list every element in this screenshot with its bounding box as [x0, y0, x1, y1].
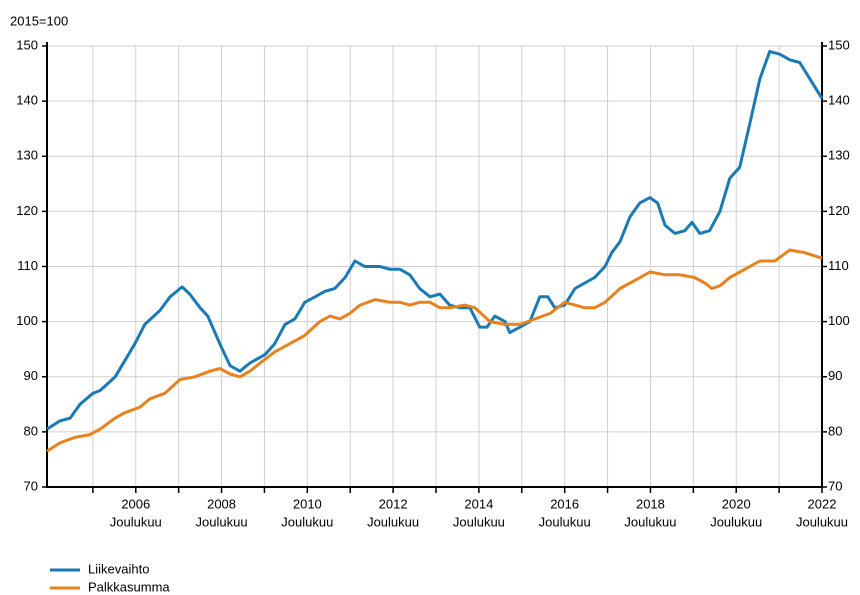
y-tick-label: 100 [16, 313, 38, 328]
y-tick-label-right: 70 [828, 478, 842, 493]
y-tick-label-right: 90 [828, 368, 842, 383]
y-tick-label: 80 [24, 423, 38, 438]
line [46, 248, 823, 453]
x-tick-sublabel: Joulukuu [453, 514, 505, 529]
y-axis-unit: 2015=100 [10, 13, 68, 28]
x-tick-sublabel: Joulukuu [539, 514, 591, 529]
legend-label: Palkkasumma [88, 579, 170, 594]
x-tick-label: 2020 [722, 496, 751, 511]
y-tick-label: 70 [24, 478, 38, 493]
y-tick-label-right: 120 [828, 203, 850, 218]
x-tick-label: 2006 [121, 496, 150, 511]
x-tick-sublabel: Joulukuu [367, 514, 419, 529]
x-tick-sublabel: Joulukuu [281, 514, 333, 529]
y-tick-label: 150 [16, 37, 38, 52]
x-tick-label: 2018 [636, 496, 665, 511]
y-tick-label: 140 [16, 93, 38, 108]
x-tick-sublabel: Joulukuu [196, 514, 248, 529]
x-tick-sublabel: Joulukuu [624, 514, 676, 529]
y-tick-label: 110 [17, 258, 38, 273]
y-tick-label-right: 140 [828, 93, 850, 108]
y-tick-label-right: 150 [828, 37, 850, 52]
x-tick-label: 2008 [207, 496, 236, 511]
y-tick-label: 120 [16, 203, 38, 218]
x-tick-label: 2014 [464, 496, 493, 511]
y-tick-label-right: 110 [828, 258, 849, 273]
x-tick-sublabel: Joulukuu [796, 514, 848, 529]
y-tick-label-right: 80 [828, 423, 842, 438]
x-tick-label: 2022 [808, 496, 837, 511]
legend-label: Liikevaihto [88, 561, 149, 576]
y-tick-label: 90 [24, 368, 38, 383]
x-tick-label: 2016 [550, 496, 579, 511]
x-tick-label: 2010 [293, 496, 322, 511]
line [46, 50, 824, 431]
x-tick-label: 2012 [379, 496, 408, 511]
y-tick-label-right: 130 [828, 148, 850, 163]
y-tick-label: 130 [16, 148, 38, 163]
x-tick-sublabel: Joulukuu [110, 514, 162, 529]
y-tick-label-right: 100 [828, 313, 850, 328]
x-tick-sublabel: Joulukuu [710, 514, 762, 529]
